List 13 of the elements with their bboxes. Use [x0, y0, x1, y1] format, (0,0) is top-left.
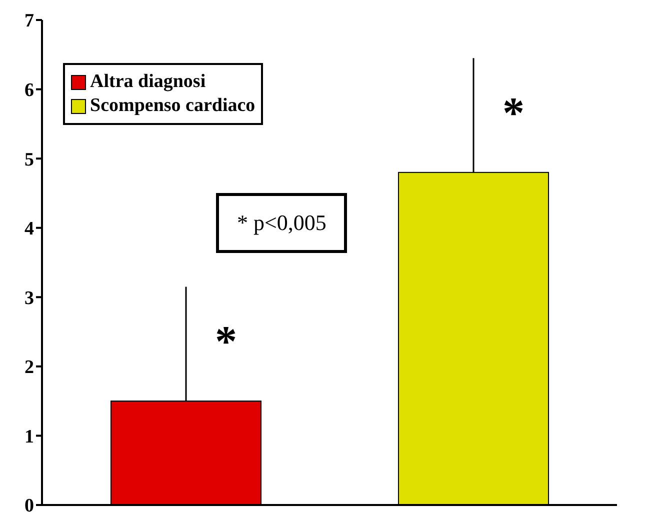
legend-label: Altra diagnosi — [90, 71, 206, 93]
annotation: * p<0,005 — [216, 193, 348, 253]
y-tick-label: 7 — [24, 10, 34, 32]
legend-label: Scompenso cardiaco — [90, 95, 256, 117]
y-tick-label: 3 — [24, 288, 34, 309]
y-tick-label: 0 — [24, 496, 34, 517]
data-label: * — [502, 88, 524, 138]
y-tick-label: 4 — [24, 218, 34, 240]
y-tick-label: 1 — [24, 426, 34, 448]
y-tick-label: 6 — [24, 80, 34, 102]
data-label: * — [215, 317, 237, 366]
y-tick-label: 2 — [24, 357, 34, 378]
y-tick-label: 5 — [24, 149, 34, 170]
